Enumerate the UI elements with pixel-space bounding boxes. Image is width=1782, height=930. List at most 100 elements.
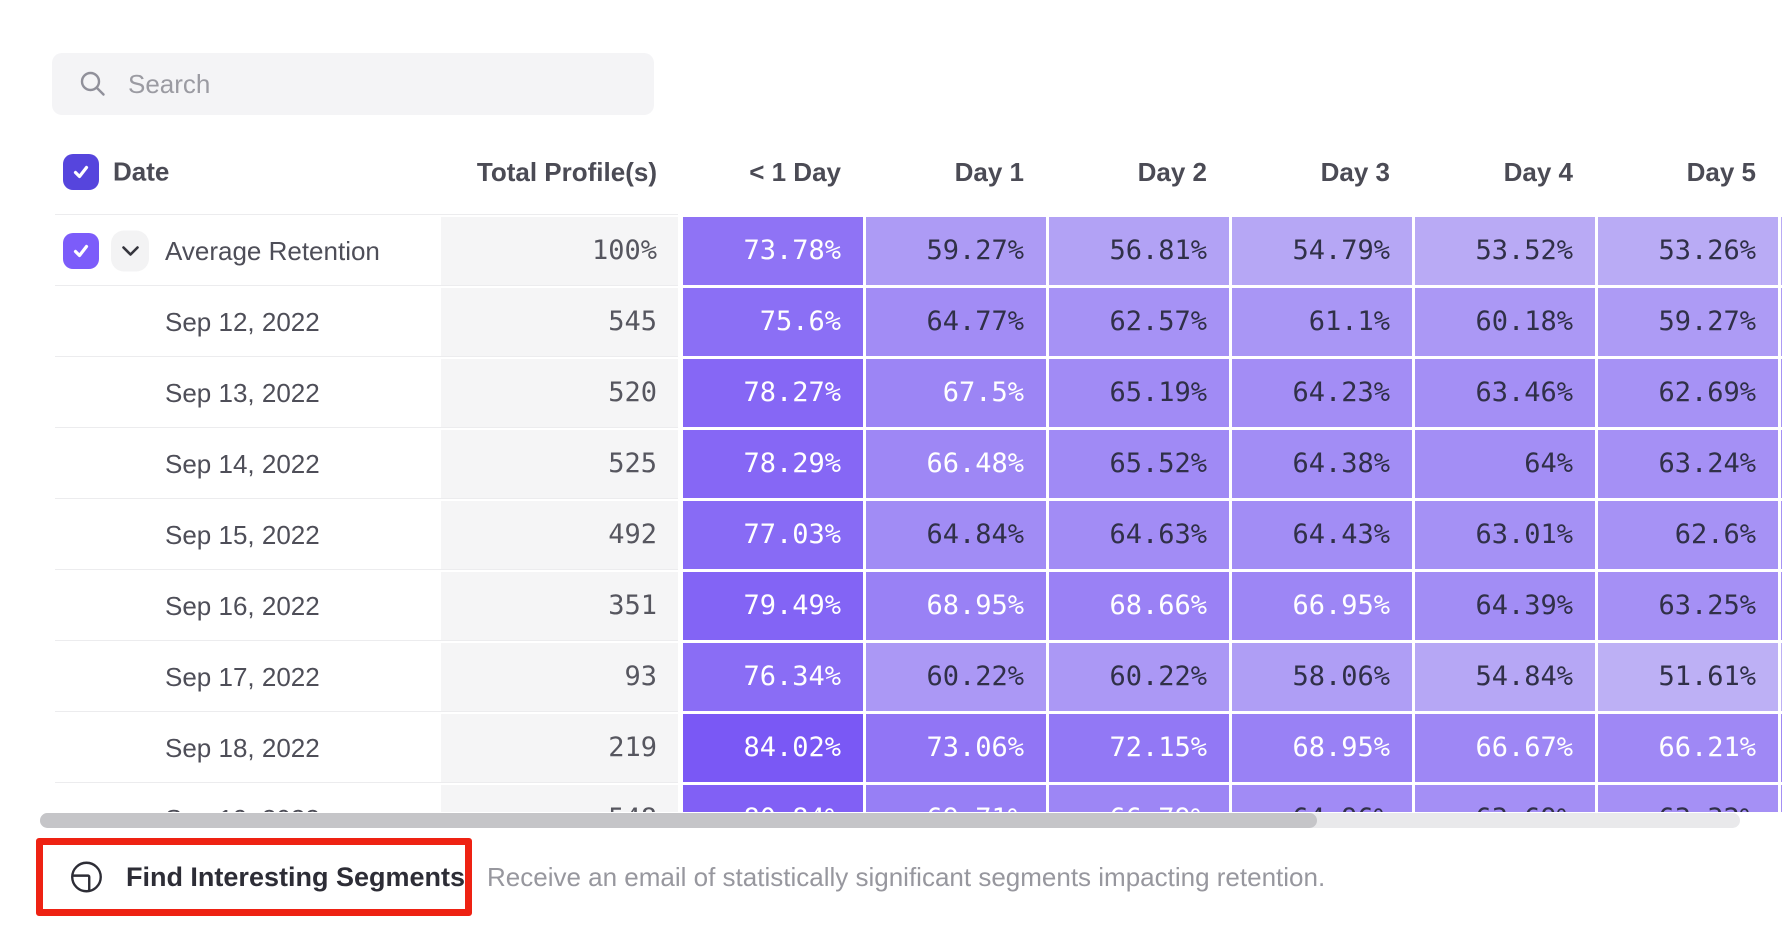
retention-cell[interactable]: 69.71% bbox=[866, 785, 1046, 812]
retention-cell[interactable]: 58.06% bbox=[1232, 643, 1412, 711]
table-row: Sep 15, 2022 492 77.03% 64.84% 64.63% 64.43% 6… bbox=[0, 501, 1782, 569]
retention-cell[interactable]: 78.29% bbox=[683, 430, 863, 498]
retention-cell[interactable]: 65.19% bbox=[1049, 359, 1229, 427]
retention-cell[interactable]: 67.5% bbox=[866, 359, 1046, 427]
search-bar[interactable] bbox=[52, 53, 654, 115]
table-row: Sep 19, 202254880.84%69.71%66.79%64.96%6… bbox=[0, 785, 1782, 812]
retention-cell[interactable]: 73.06% bbox=[866, 714, 1046, 782]
retention-cell[interactable]: 64.43% bbox=[1232, 501, 1412, 569]
retention-cell[interactable]: 64.84% bbox=[866, 501, 1046, 569]
row-label-cell: Sep 14, 2022 bbox=[0, 430, 441, 498]
retention-cell[interactable]: 84.02% bbox=[683, 714, 863, 782]
retention-cell[interactable]: 65.52% bbox=[1049, 430, 1229, 498]
table-row: Sep 12, 2022 545 75.6% 64.77% 62.57% 61.1% 60.… bbox=[0, 288, 1782, 356]
retention-cell[interactable]: 62.6% bbox=[1598, 501, 1778, 569]
retention-column-header: Day 1 bbox=[954, 156, 1024, 187]
row-date-label: Sep 12, 2022 bbox=[165, 307, 320, 337]
retention-column-header: Day 3 bbox=[1320, 156, 1390, 187]
retention-cell[interactable]: 63.24% bbox=[1598, 430, 1778, 498]
find-interesting-segments-button[interactable]: Find Interesting Segments bbox=[43, 845, 465, 909]
retention-cell[interactable]: 64% bbox=[1415, 430, 1595, 498]
retention-cell[interactable]: 68.95% bbox=[1232, 714, 1412, 782]
retention-cell[interactable]: 51.61% bbox=[1598, 643, 1778, 711]
average-retention-label: Average Retention bbox=[165, 236, 380, 266]
retention-cell[interactable]: 54.79% bbox=[1232, 217, 1412, 285]
retention-cell[interactable]: 78.27% bbox=[683, 359, 863, 427]
retention-cell[interactable]: 59.27% bbox=[1598, 288, 1778, 356]
retention-cell[interactable]: 61.1% bbox=[1232, 288, 1412, 356]
retention-cell[interactable]: 63.32% bbox=[1598, 785, 1778, 812]
retention-cell[interactable]: 56.81% bbox=[1049, 217, 1229, 285]
retention-cell[interactable]: 64.63% bbox=[1049, 501, 1229, 569]
retention-cell[interactable]: 60.22% bbox=[866, 643, 1046, 711]
row-label-cell: Sep 18, 2022 bbox=[0, 714, 441, 782]
row-date-label: Sep 18, 2022 bbox=[165, 733, 320, 763]
retention-cell[interactable]: 63.69% bbox=[1415, 785, 1595, 812]
retention-cell[interactable]: 75.6% bbox=[683, 288, 863, 356]
total-profiles-cell: 525 bbox=[441, 430, 678, 498]
retention-cell[interactable]: 76.34% bbox=[683, 643, 863, 711]
retention-cell[interactable]: 60.22% bbox=[1049, 643, 1229, 711]
retention-cell[interactable]: 73.78% bbox=[683, 217, 863, 285]
retention-cell[interactable]: 66.95% bbox=[1232, 572, 1412, 640]
retention-cell[interactable]: 64.96% bbox=[1232, 785, 1412, 812]
retention-column-header: Day 5 bbox=[1686, 156, 1756, 187]
table-row: Sep 13, 2022 520 78.27% 67.5% 65.19% 64.23% 63… bbox=[0, 359, 1782, 427]
total-profiles-cell: 351 bbox=[441, 572, 678, 640]
expand-row-chevron-button[interactable] bbox=[111, 230, 149, 272]
find-interesting-segments-label: Find Interesting Segments bbox=[125, 861, 465, 892]
total-profiles-cell: 219 bbox=[441, 714, 678, 782]
retention-cell[interactable]: 80.84% bbox=[683, 785, 863, 812]
row-separator-line bbox=[55, 711, 678, 712]
retention-cell[interactable]: 77.03% bbox=[683, 501, 863, 569]
retention-cell[interactable]: 53.26% bbox=[1598, 217, 1778, 285]
total-profiles-cell: 545 bbox=[441, 288, 678, 356]
date-header-cell: Date bbox=[0, 145, 441, 199]
retention-cell[interactable]: 64.23% bbox=[1232, 359, 1412, 427]
table-row: Sep 18, 2022 219 84.02% 73.06% 72.15% 68.95% 6… bbox=[0, 714, 1782, 782]
retention-cell[interactable]: 64.77% bbox=[866, 288, 1046, 356]
average-retention-row: Average Retention 100% 73.78% 59.27% 56.81% 5… bbox=[0, 217, 1782, 285]
retention-column-header: Day 2 bbox=[1137, 156, 1207, 187]
search-input[interactable] bbox=[126, 67, 610, 101]
retention-cell[interactable]: 63.01% bbox=[1415, 501, 1595, 569]
retention-cell[interactable]: 64.38% bbox=[1232, 430, 1412, 498]
retention-cell[interactable]: 64.39% bbox=[1415, 572, 1595, 640]
retention-cell[interactable]: 54.84% bbox=[1415, 643, 1595, 711]
retention-cell[interactable]: 63.25% bbox=[1598, 572, 1778, 640]
row-label-cell: Sep 13, 2022 bbox=[0, 359, 441, 427]
retention-cell[interactable]: 60.18% bbox=[1415, 288, 1595, 356]
table-row: Sep 17, 2022 93 76.34% 60.22% 60.22% 58.06% 54… bbox=[0, 643, 1782, 711]
search-icon bbox=[80, 71, 105, 96]
retention-cell[interactable]: 66.67% bbox=[1415, 714, 1595, 782]
retention-cell[interactable]: 68.95% bbox=[866, 572, 1046, 640]
segments-description: Receive an email of statistically signif… bbox=[487, 862, 1326, 892]
retention-cell[interactable]: 62.69% bbox=[1598, 359, 1778, 427]
retention-cell[interactable]: 68.66% bbox=[1049, 572, 1229, 640]
retention-cell[interactable]: 53.52% bbox=[1415, 217, 1595, 285]
total-profiles-column-header: Total Profile(s) bbox=[476, 156, 657, 187]
select-all-checkbox[interactable] bbox=[63, 154, 99, 190]
row-label-cell: Sep 15, 2022 bbox=[0, 501, 441, 569]
retention-cell[interactable]: 63.46% bbox=[1415, 359, 1595, 427]
retention-cell[interactable]: 66.21% bbox=[1598, 714, 1778, 782]
row-date-label: Sep 13, 2022 bbox=[165, 378, 320, 408]
retention-cell[interactable]: 59.27% bbox=[866, 217, 1046, 285]
row-checkbox[interactable] bbox=[63, 233, 99, 269]
retention-cell[interactable]: 79.49% bbox=[683, 572, 863, 640]
row-label-cell: Sep 12, 2022 bbox=[0, 288, 441, 356]
horizontal-scrollbar-thumb[interactable] bbox=[40, 813, 1317, 828]
retention-cell[interactable]: 62.57% bbox=[1049, 288, 1229, 356]
table-row: Sep 16, 2022 351 79.49% 68.95% 68.66% 66.95% 6… bbox=[0, 572, 1782, 640]
check-icon bbox=[73, 165, 89, 179]
table-row: Sep 14, 2022 525 78.29% 66.48% 65.52% 64.38% 6… bbox=[0, 430, 1782, 498]
retention-cell[interactable]: 72.15% bbox=[1049, 714, 1229, 782]
retention-cell[interactable]: 66.79% bbox=[1049, 785, 1229, 812]
row-separator-line bbox=[55, 214, 678, 215]
date-column-header: Date bbox=[113, 156, 170, 187]
retention-cell[interactable]: 66.48% bbox=[866, 430, 1046, 498]
total-profiles-cell: 520 bbox=[441, 359, 678, 427]
row-separator-line bbox=[55, 427, 678, 428]
row-label-cell: Sep 19, 2022 bbox=[0, 785, 441, 812]
